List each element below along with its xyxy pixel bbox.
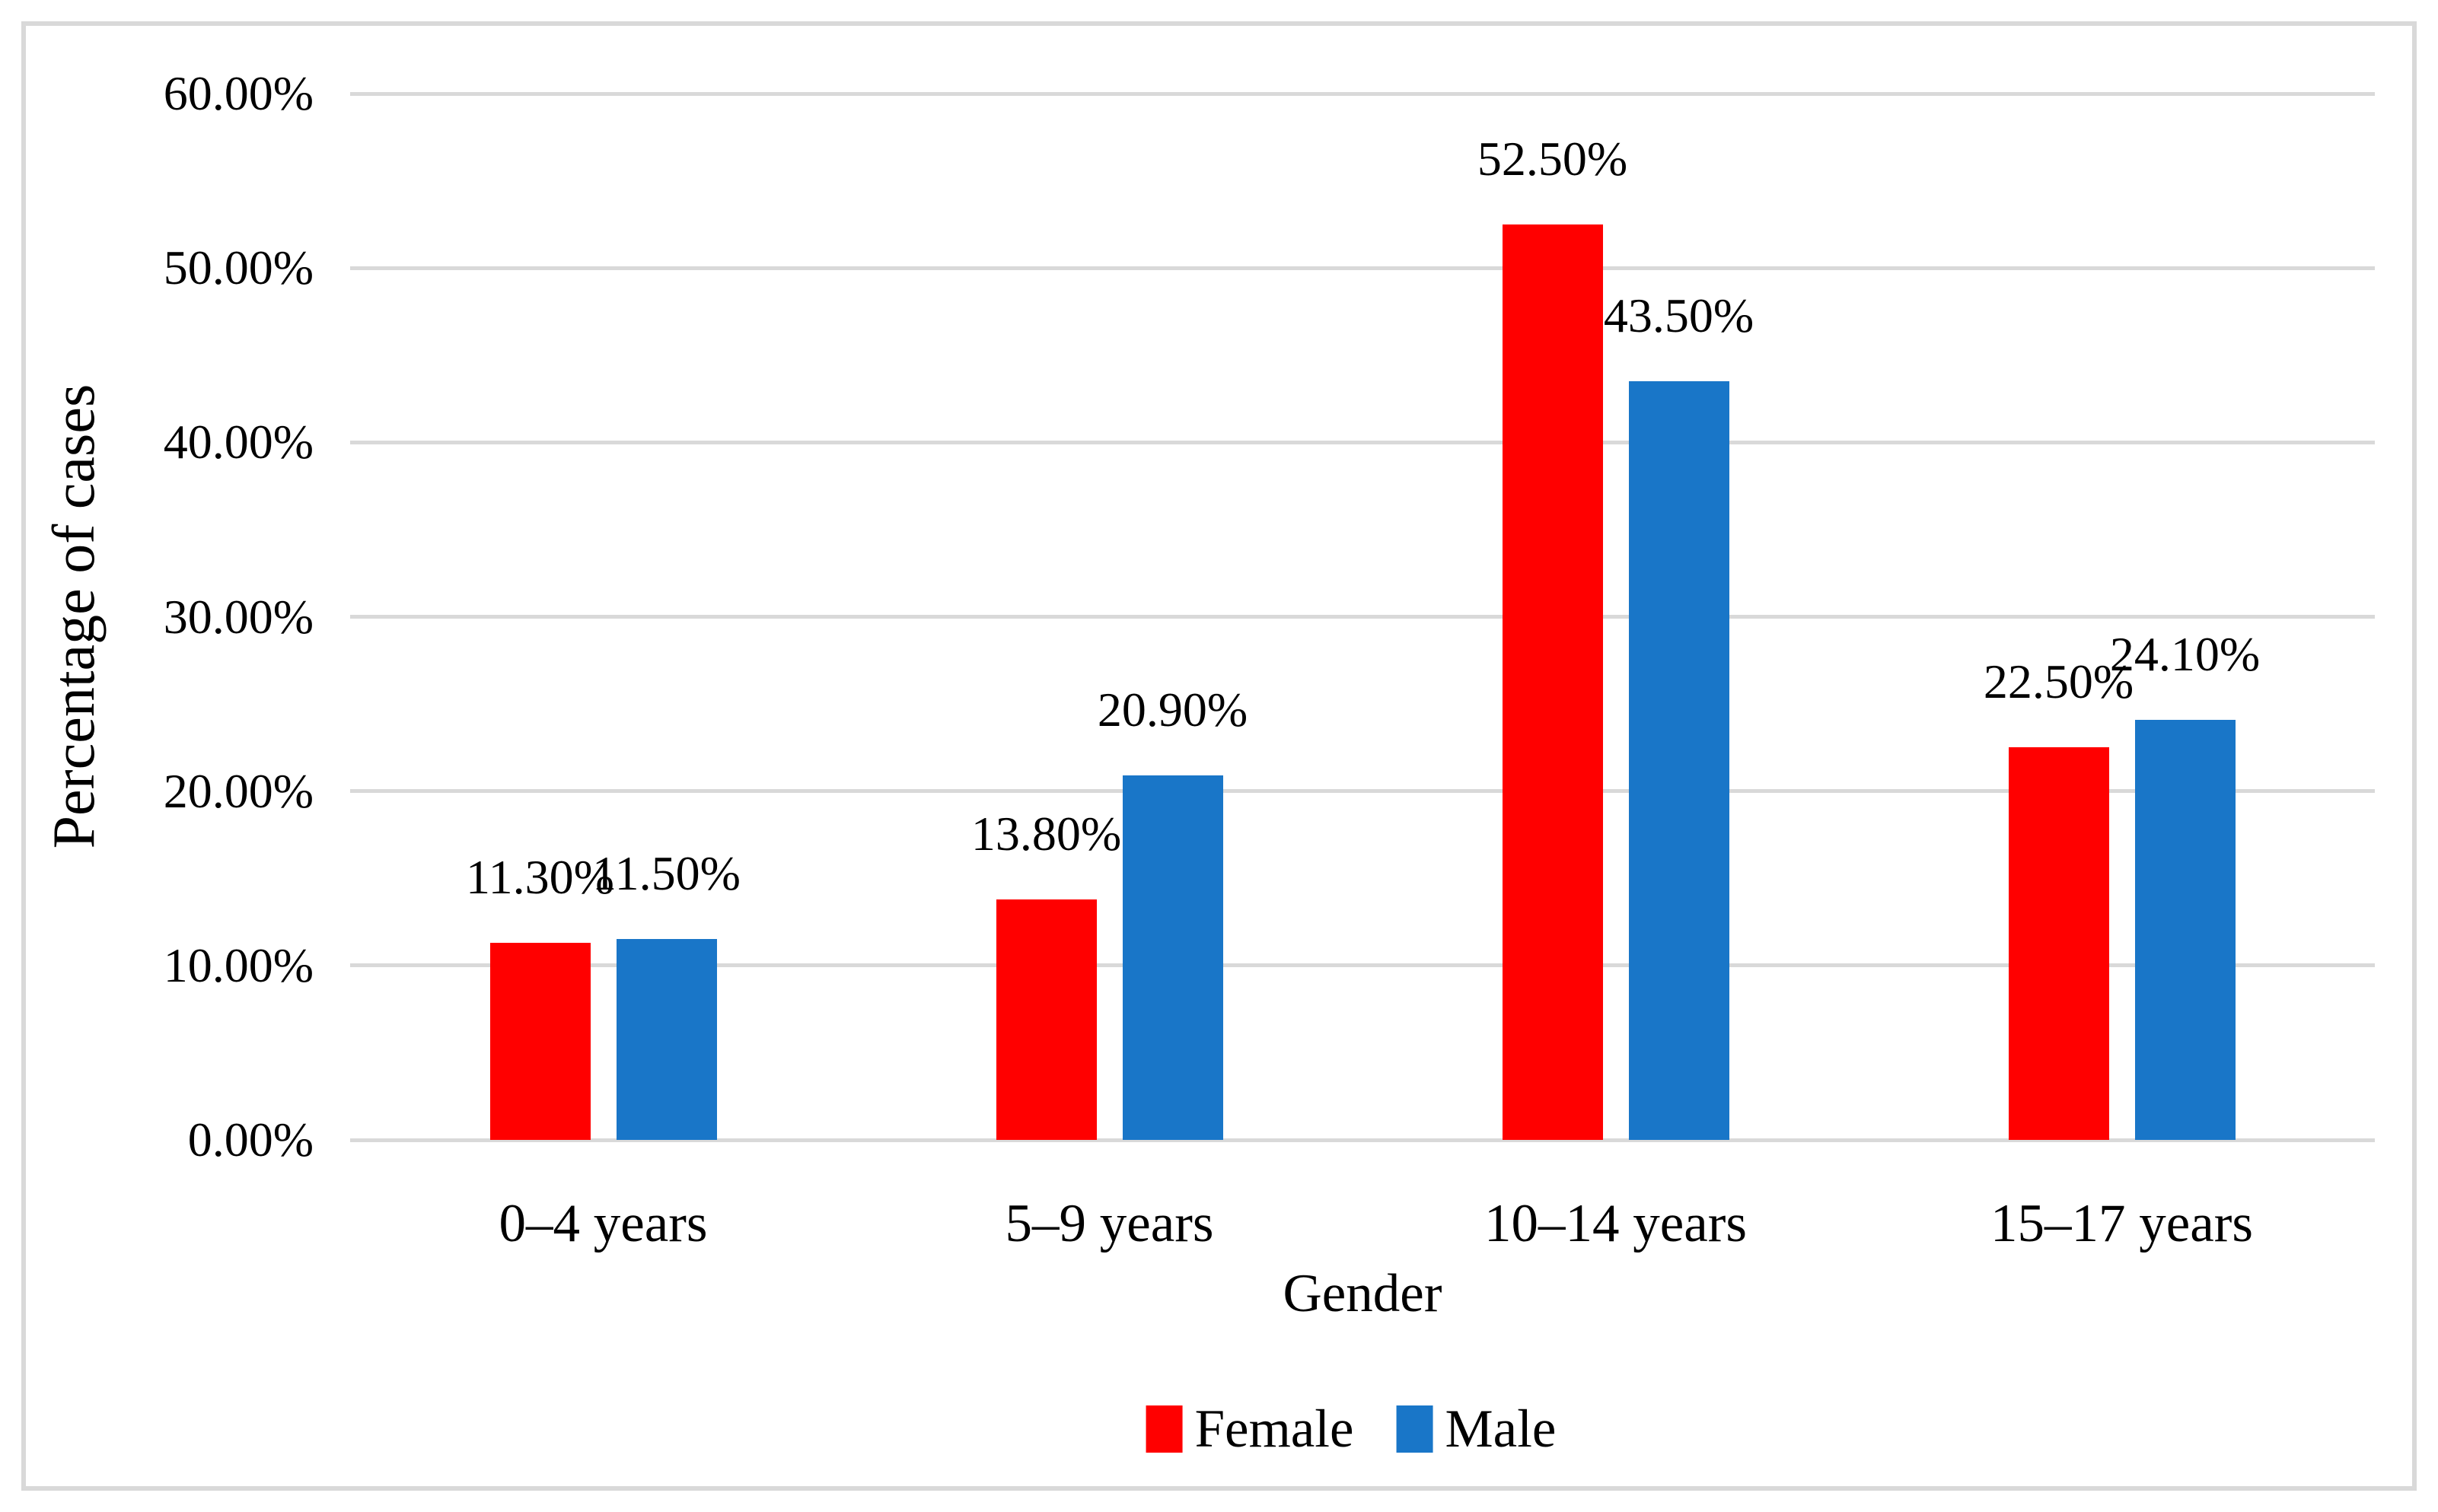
bar-value-label: 20.90% [1097,683,1248,737]
plot-area [350,91,2375,1142]
legend-item-female: Female [1146,1399,1354,1459]
bar-male [1122,775,1223,1140]
x-category-label: 0–4 years [499,1194,708,1253]
gridline [350,91,2375,96]
y-tick-label: 30.00% [163,589,314,644]
y-tick-label: 20.00% [163,763,314,818]
bar-value-label: 24.10% [2109,626,2261,681]
y-tick-label: 0.00% [187,1113,314,1167]
x-category-label: 15–17 years [1990,1194,2254,1253]
bar-female [996,899,1097,1140]
x-category-label: 10–14 years [1484,1194,1748,1253]
legend-swatch-female [1146,1405,1183,1453]
legend-swatch-male [1396,1405,1433,1453]
y-tick-label: 60.00% [163,66,314,120]
legend-item-male: Male [1396,1399,1557,1459]
gridline [350,440,2375,444]
bar-value-label: 22.50% [1983,654,2134,709]
y-tick-label: 40.00% [163,415,314,470]
legend-label: Male [1445,1399,1557,1459]
bar-female [489,943,591,1140]
x-axis-title: Gender [1283,1264,1442,1323]
bar-value-label: 11.30% [466,850,614,905]
gridline [350,1138,2375,1142]
bar-male [2134,719,2236,1140]
gridline [350,266,2375,270]
bar-value-label: 43.50% [1603,288,1754,343]
bar-female [1502,224,1603,1140]
legend: Female Male [1146,1399,1557,1459]
x-category-label: 5–9 years [1005,1194,1214,1253]
gridline [350,789,2375,794]
bar-value-label: 13.80% [970,806,1122,861]
bar-male [616,939,717,1140]
legend-label: Female [1194,1399,1354,1459]
gridline [350,615,2375,619]
y-tick-label: 50.00% [163,240,314,295]
bar-value-label: 11.50% [592,846,741,901]
bar-value-label: 52.50% [1477,131,1628,186]
y-tick-label: 10.00% [163,937,314,992]
bar-male [1628,381,1729,1140]
bar-female [2008,747,2109,1140]
gridline [350,963,2375,968]
